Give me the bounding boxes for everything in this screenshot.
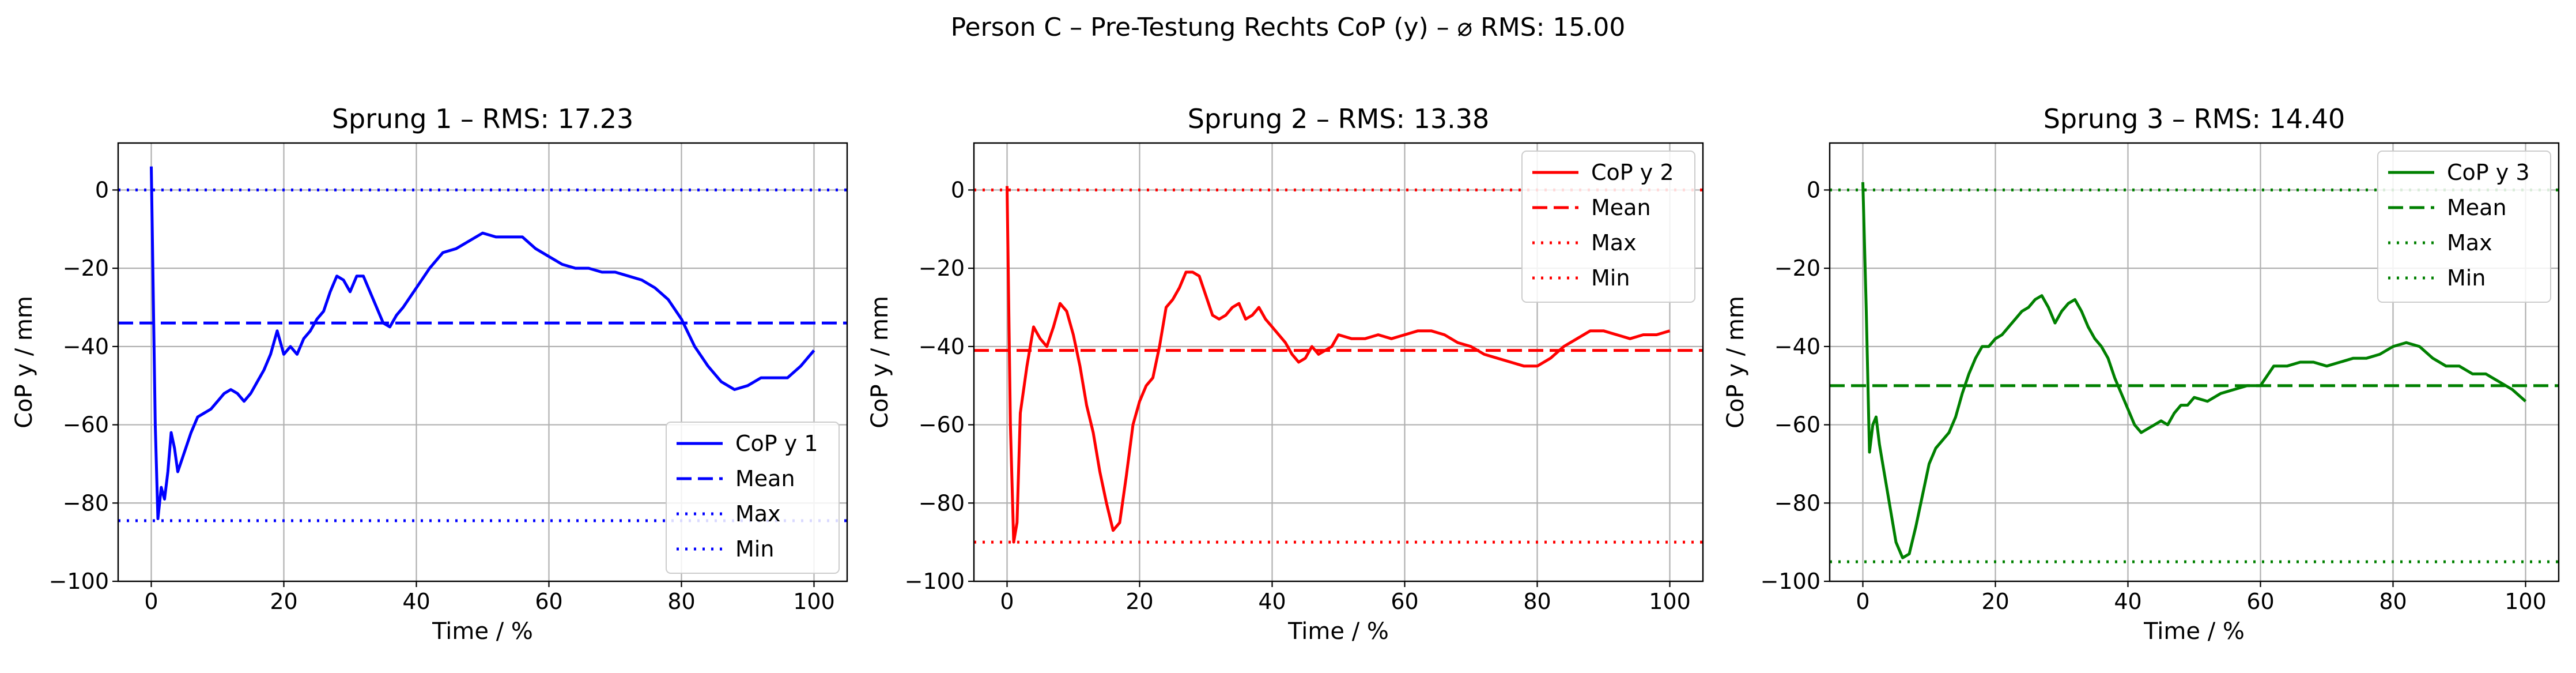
legend-label: CoP y 2 [1591,160,1674,185]
y-tick-label: −80 [63,490,109,516]
x-tick-label: 20 [270,589,297,614]
y-tick-label: −40 [919,334,965,359]
y-tick-label: −20 [63,255,109,281]
legend-box [2377,151,2551,303]
y-tick-label: −60 [63,412,109,438]
legend-label: Max [2447,230,2492,255]
chart-panel-3: 0 20 40 60 80 100 0 −20 −40 −60 −80 −100 Sprung 3 – … [1723,103,2560,645]
y-axis-label: CoP y / mm [1723,296,1749,428]
legend-box [666,422,840,574]
y-tick-label: −80 [919,490,965,516]
legend-label: Mean [2447,195,2507,220]
legend-label: Min [2447,265,2486,291]
x-tick-label: 100 [793,589,835,614]
series-line-cop-y-2 [1006,186,1671,544]
legend-label: Mean [1591,195,1651,220]
y-axis-label: CoP y / mm [867,296,893,428]
legend-label: CoP y 1 [735,431,818,456]
series-line-cop-y-1 [150,166,815,520]
legend-label: CoP y 3 [2447,160,2530,185]
chart-title: Sprung 2 – RMS: 13.38 [1188,103,1490,134]
x-tick-label: 100 [2505,589,2547,614]
legend-label: Mean [735,466,795,491]
x-tick-label: 0 [144,589,158,614]
legend-box [1521,151,1695,303]
x-tick-label: 20 [1125,589,1153,614]
y-tick-label: 0 [95,177,109,202]
x-tick-label: 40 [402,589,430,614]
y-tick-label: −60 [1774,412,1820,438]
legend-label: Min [735,536,774,562]
y-tick-label: −20 [919,255,965,281]
y-tick-label: −40 [1774,334,1820,359]
plot-frame [117,142,848,582]
legend-label: Min [1591,265,1630,291]
figure-suptitle: Person C – Pre-Testung Rechts CoP (y) – … [951,13,1626,42]
x-tick-label: 100 [1649,589,1691,614]
y-tick-label: −20 [1774,255,1820,281]
x-tick-label: 0 [1000,589,1014,614]
x-axis-label: Time / % [1287,618,1389,645]
plot-frame [973,142,1704,582]
x-tick-label: 0 [1856,589,1869,614]
y-tick-label: −100 [1761,569,1820,594]
y-tick-label: −40 [63,334,109,359]
legend: CoP y 3 Mean Max Min [2377,151,2551,303]
chart-panel-1: 0 20 40 60 80 100 0 −20 −40 −60 −80 −100 Sprung 1 – … [11,103,848,645]
legend-label: Max [735,501,781,527]
x-tick-label: 80 [1523,589,1551,614]
x-tick-label: 40 [1258,589,1286,614]
y-tick-label: −100 [905,569,965,594]
y-tick-label: 0 [951,177,965,202]
legend: CoP y 2 Mean Max Min [1521,151,1695,303]
chart-title: Sprung 3 – RMS: 14.40 [2044,103,2345,134]
y-tick-label: −60 [919,412,965,438]
plot-frame [1829,142,2560,582]
x-axis-label: Time / % [432,618,533,645]
x-tick-label: 20 [1981,589,2009,614]
x-axis-label: Time / % [2143,618,2245,645]
y-tick-label: −80 [1774,490,1820,516]
legend: CoP y 1 Mean Max Min [666,422,840,574]
y-tick-label: −100 [49,569,109,594]
chart-panel-2: 0 20 40 60 80 100 0 −20 −40 −60 −80 −100 Sprung 2 – … [867,103,1704,645]
series-line-cop-y-3 [1861,182,2527,559]
chart-title: Sprung 1 – RMS: 17.23 [332,103,634,134]
x-tick-label: 60 [1391,589,1418,614]
legend-label: Max [1591,230,1637,255]
x-tick-label: 60 [535,589,562,614]
x-tick-label: 40 [2114,589,2141,614]
x-tick-label: 80 [2379,589,2407,614]
x-tick-label: 80 [667,589,695,614]
y-axis-label: CoP y / mm [11,296,37,428]
x-tick-label: 60 [2246,589,2274,614]
y-tick-label: 0 [1807,177,1820,202]
